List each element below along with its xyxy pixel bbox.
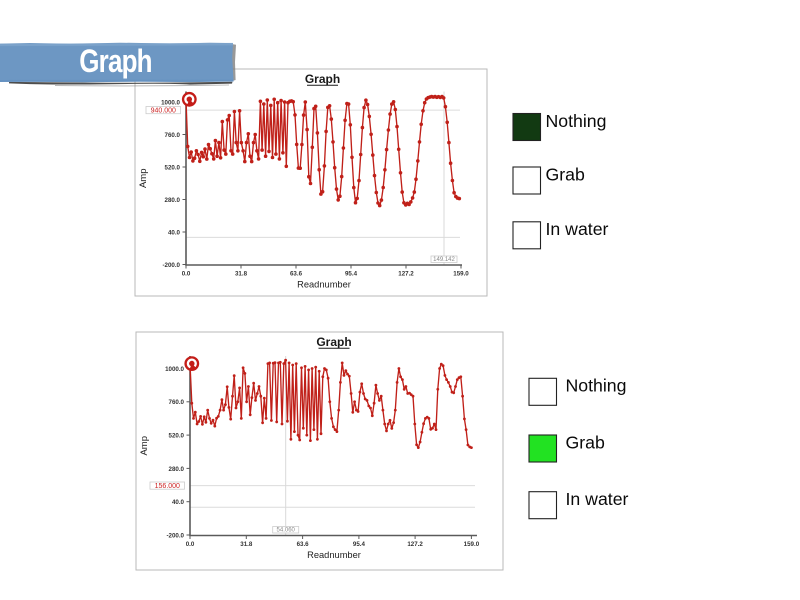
svg-text:Graph: Graph: [79, 44, 152, 80]
svg-text:31.8: 31.8: [235, 270, 248, 277]
svg-text:Readnumber: Readnumber: [297, 280, 351, 290]
svg-text:520.0: 520.0: [165, 164, 181, 171]
svg-text:159.0: 159.0: [464, 541, 480, 548]
svg-text:Nothing: Nothing: [566, 376, 627, 396]
svg-text:156.000: 156.000: [155, 483, 180, 490]
svg-text:95.4: 95.4: [345, 270, 358, 277]
svg-text:149.142: 149.142: [433, 257, 455, 263]
svg-text:Readnumber: Readnumber: [307, 550, 361, 560]
svg-text:40.0: 40.0: [168, 229, 181, 236]
svg-text:-200.0: -200.0: [166, 532, 184, 539]
svg-text:Graph: Graph: [305, 72, 340, 86]
svg-text:95.4: 95.4: [353, 541, 366, 548]
svg-text:40.0: 40.0: [172, 499, 185, 506]
svg-text:Graph: Graph: [316, 335, 351, 349]
svg-text:-200.0: -200.0: [162, 262, 180, 269]
svg-text:Amp: Amp: [139, 436, 150, 456]
svg-text:31.8: 31.8: [240, 541, 253, 548]
svg-text:Grab: Grab: [546, 164, 585, 184]
svg-text:0.0: 0.0: [186, 541, 195, 548]
svg-text:63.6: 63.6: [297, 541, 310, 548]
svg-text:127.2: 127.2: [407, 541, 423, 548]
svg-text:159.0: 159.0: [453, 270, 469, 277]
svg-text:Grab: Grab: [566, 432, 605, 452]
svg-text:1000.0: 1000.0: [165, 366, 184, 373]
svg-text:0.0: 0.0: [182, 270, 191, 277]
svg-text:Nothing: Nothing: [546, 111, 607, 131]
svg-text:940.000: 940.000: [151, 108, 176, 115]
svg-text:In water: In water: [546, 219, 609, 239]
svg-text:760.0: 760.0: [169, 399, 185, 406]
svg-text:760.0: 760.0: [165, 132, 181, 139]
svg-text:54.060: 54.060: [277, 528, 296, 534]
svg-text:In water: In water: [566, 489, 629, 509]
svg-text:63.6: 63.6: [290, 270, 303, 277]
svg-text:Amp: Amp: [138, 168, 149, 188]
svg-text:1000.0: 1000.0: [161, 99, 180, 106]
svg-text:280.0: 280.0: [169, 466, 185, 473]
svg-text:520.0: 520.0: [169, 433, 185, 440]
svg-text:127.2: 127.2: [398, 270, 414, 277]
svg-text:280.0: 280.0: [165, 197, 181, 204]
